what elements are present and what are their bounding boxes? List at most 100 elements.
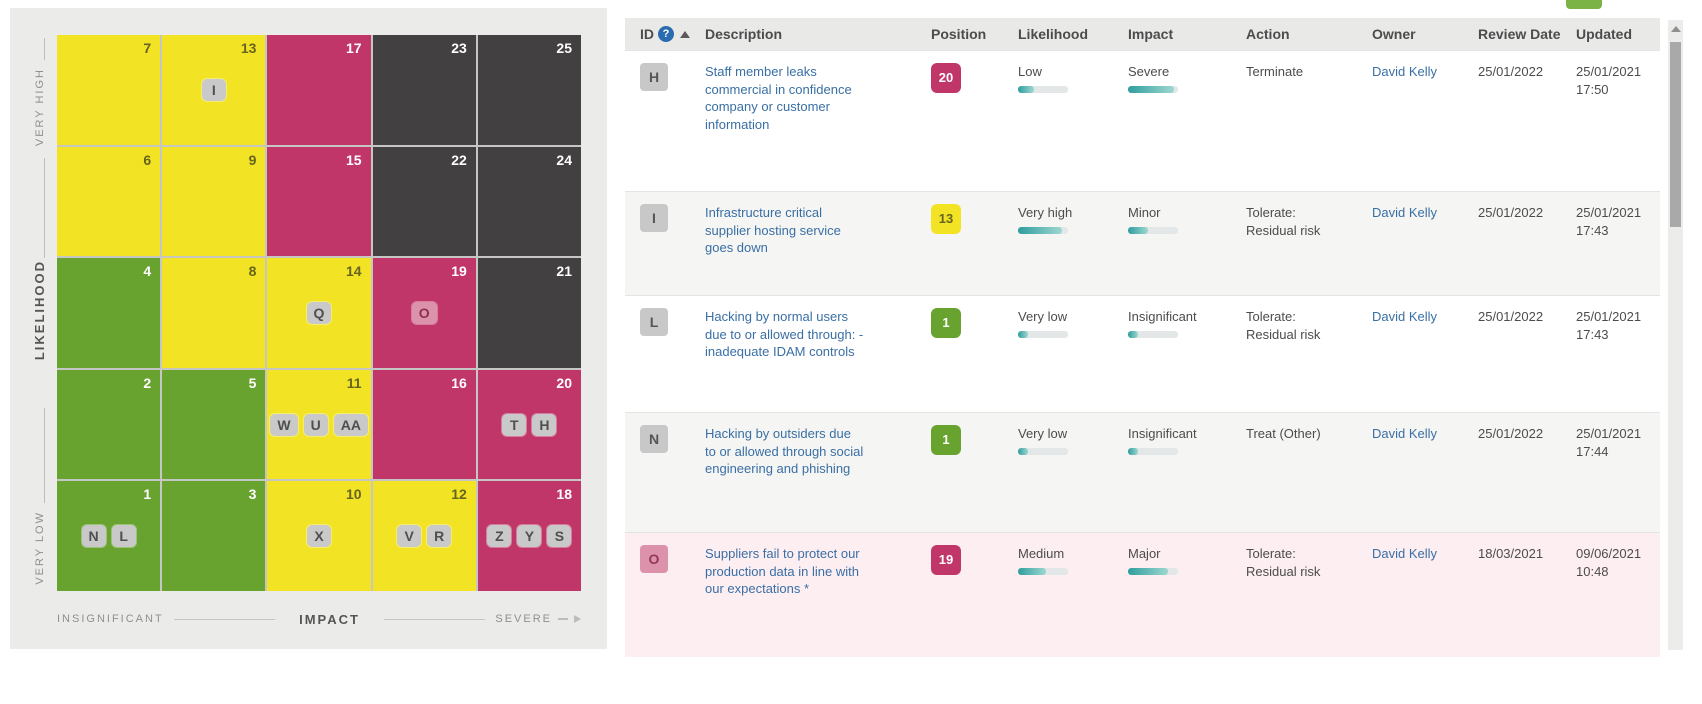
matrix-cell-number: 6 — [143, 151, 152, 168]
table-row[interactable]: O Suppliers fail to protect our productio… — [625, 532, 1660, 657]
row-action-cell: Tolerate: Residual risk — [1244, 296, 1370, 412]
matrix-cell-21[interactable]: 21 — [477, 258, 581, 368]
updated-time: 17:50 — [1576, 81, 1609, 97]
table-row[interactable]: L Hacking by normal users due to or allow… — [625, 295, 1660, 412]
matrix-cell-12[interactable]: 12 V R — [372, 481, 476, 591]
risk-id-badge[interactable]: O — [640, 545, 668, 573]
risk-description-link[interactable]: Infrastructure critical supplier hosting… — [705, 205, 841, 256]
row-action-cell: Terminate — [1244, 51, 1370, 191]
owner-link[interactable]: David Kelly — [1372, 205, 1438, 220]
column-header-position[interactable]: Position — [931, 26, 987, 42]
matrix-cell-17[interactable]: 17 — [267, 35, 371, 145]
matrix-cell-25[interactable]: 25 — [477, 35, 581, 145]
matrix-cell-9[interactable]: 9 — [162, 146, 266, 257]
updated-time: 17:44 — [1576, 443, 1609, 459]
matrix-cell-7[interactable]: 7 — [57, 35, 161, 145]
matrix-cell-number: 1 — [143, 486, 152, 503]
risk-id-badge[interactable]: N — [640, 425, 668, 453]
updated-time: 17:43 — [1576, 222, 1609, 238]
table-row[interactable]: N Hacking by outsiders due to or allowed … — [625, 412, 1660, 532]
row-id-cell: L — [625, 296, 703, 412]
risk-marker-H[interactable]: H — [532, 413, 557, 436]
risk-marker-Q[interactable]: Q — [306, 301, 332, 324]
owner-link[interactable]: David Kelly — [1372, 309, 1438, 324]
sort-ascending-icon[interactable] — [680, 30, 690, 38]
owner-link[interactable]: David Kelly — [1372, 546, 1438, 561]
matrix-cell-number: 15 — [346, 151, 362, 168]
column-header-likelihood[interactable]: Likelihood — [1018, 26, 1088, 42]
column-header-review-date[interactable]: Review Date — [1478, 26, 1561, 42]
row-owner-cell: David Kelly — [1370, 533, 1476, 657]
matrix-cell-18[interactable]: 18 Z Y S — [477, 481, 581, 591]
owner-link[interactable]: David Kelly — [1372, 426, 1438, 441]
row-description-cell: Staff member leaks commercial in confide… — [703, 51, 921, 191]
risk-id-badge[interactable]: L — [640, 308, 668, 336]
risk-marker-O[interactable]: O — [411, 301, 437, 324]
column-header-updated[interactable]: Updated — [1576, 26, 1632, 42]
risk-description-link[interactable]: Hacking by normal users due to or allowe… — [705, 309, 864, 360]
partial-green-button[interactable] — [1566, 0, 1602, 9]
owner-link[interactable]: David Kelly — [1372, 64, 1438, 79]
matrix-cell-22[interactable]: 22 — [372, 146, 476, 257]
scroll-up-icon[interactable] — [1670, 26, 1681, 32]
matrix-cell-24[interactable]: 24 — [477, 146, 581, 257]
action-text: Tolerate: Residual risk — [1246, 309, 1321, 342]
risk-matrix-grid: 7 13 I 17 23 25 6 9 15 22 24 4 8 14 Q 19 O 21 2 5 11 W U AA 16 20… — [57, 35, 581, 591]
risk-marker-I[interactable]: I — [201, 78, 226, 101]
risk-marker-L[interactable]: L — [111, 525, 136, 548]
matrix-cell-4[interactable]: 4 — [57, 258, 161, 368]
row-owner-cell: David Kelly — [1370, 296, 1476, 412]
table-row[interactable]: I Infrastructure critical supplier hostin… — [625, 191, 1660, 295]
scrollbar-thumb[interactable] — [1670, 42, 1681, 227]
impact-bar — [1128, 447, 1178, 455]
risk-description-link[interactable]: Hacking by outsiders due to or allowed t… — [705, 426, 864, 477]
risk-marker-T[interactable]: T — [502, 413, 527, 436]
vertical-scrollbar[interactable] — [1668, 20, 1683, 650]
risk-description-link[interactable]: Staff member leaks commercial in confide… — [705, 64, 852, 132]
risk-marker-X[interactable]: X — [306, 525, 331, 548]
risk-marker-R[interactable]: R — [427, 525, 452, 548]
matrix-cell-19[interactable]: 19 O — [372, 258, 476, 368]
matrix-cell-number: 19 — [451, 263, 467, 280]
column-header-owner[interactable]: Owner — [1372, 26, 1416, 42]
matrix-cell-11[interactable]: 11 W U AA — [267, 369, 371, 480]
position-badge: 19 — [931, 545, 961, 575]
row-owner-cell: David Kelly — [1370, 192, 1476, 295]
risk-marker-Z[interactable]: Z — [487, 525, 512, 548]
matrix-cell-8[interactable]: 8 — [162, 258, 266, 368]
risk-marker-Y[interactable]: Y — [517, 525, 542, 548]
risk-marker-S[interactable]: S — [547, 525, 572, 548]
matrix-cell-16[interactable]: 16 — [372, 369, 476, 480]
column-header-id[interactable]: ID ? — [625, 26, 703, 42]
matrix-cell-number: 3 — [248, 486, 257, 503]
column-header-impact[interactable]: Impact — [1128, 26, 1174, 42]
likelihood-label: Very low — [1018, 309, 1068, 324]
matrix-cell-10[interactable]: 10 X — [267, 481, 371, 591]
matrix-cell-5[interactable]: 5 — [162, 369, 266, 480]
help-icon[interactable]: ? — [658, 26, 674, 42]
risk-markers: I — [162, 78, 265, 101]
risk-description-link[interactable]: Suppliers fail to protect our production… — [705, 546, 860, 597]
risk-marker-AA[interactable]: AA — [333, 413, 368, 436]
risk-marker-V[interactable]: V — [397, 525, 422, 548]
column-header-description[interactable]: Description — [705, 26, 783, 42]
matrix-cell-15[interactable]: 15 — [267, 146, 371, 257]
risk-marker-U[interactable]: U — [303, 413, 328, 436]
matrix-cell-number: 23 — [451, 40, 467, 56]
matrix-cell-14[interactable]: 14 Q — [267, 258, 371, 368]
matrix-cell-13[interactable]: 13 I — [162, 35, 266, 145]
risk-id-badge[interactable]: I — [640, 204, 668, 232]
matrix-cell-20[interactable]: 20 T H — [477, 369, 581, 480]
risk-marker-W[interactable]: W — [270, 413, 298, 436]
matrix-cell-23[interactable]: 23 — [372, 35, 476, 145]
risk-id-badge[interactable]: H — [640, 63, 668, 91]
table-row[interactable]: H Staff member leaks commercial in confid… — [625, 50, 1660, 191]
row-action-cell: Treat (Other) — [1244, 413, 1370, 532]
matrix-cell-2[interactable]: 2 — [57, 369, 161, 480]
column-header-action[interactable]: Action — [1246, 26, 1290, 42]
action-text: Treat (Other) — [1246, 426, 1321, 441]
matrix-cell-6[interactable]: 6 — [57, 146, 161, 257]
matrix-cell-3[interactable]: 3 — [162, 481, 266, 591]
risk-marker-N[interactable]: N — [81, 525, 106, 548]
